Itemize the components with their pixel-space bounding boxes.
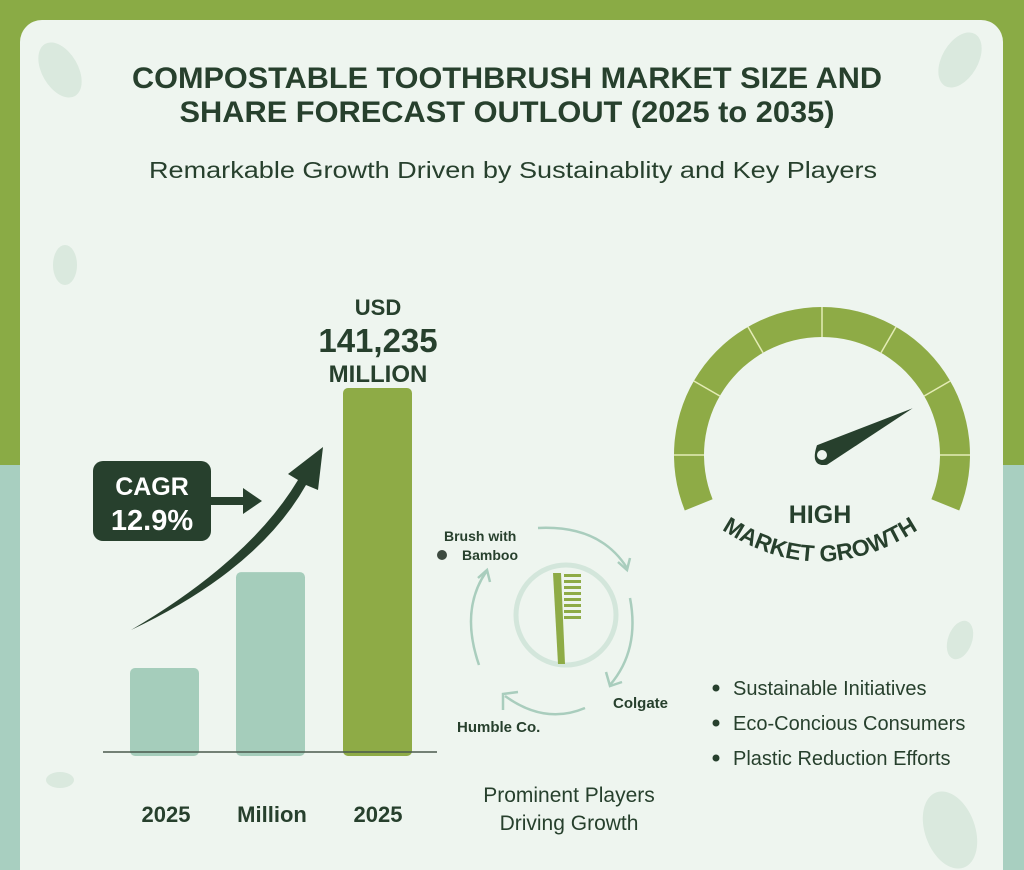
leaf-decoration-icon <box>38 32 982 869</box>
brand-logo-icon <box>437 550 447 560</box>
toothbrush-icon <box>553 573 581 664</box>
player-label: Brush with <box>444 528 516 544</box>
arrow-right-icon <box>211 488 262 514</box>
title-line-2: SHARE FORECAST OUTLOUT (2025 to 2035) <box>180 96 835 129</box>
driver-item: Eco-Concious Consumers <box>733 713 965 735</box>
cagr-box <box>93 461 211 541</box>
player-label: Humble Co. <box>457 719 540 736</box>
growth-arrow-icon <box>131 447 323 630</box>
callout-currency: USD <box>355 295 401 320</box>
drivers-list: Sustainable Initiatives Eco-Concious Con… <box>712 678 965 770</box>
gauge-arc <box>674 307 971 511</box>
cagr-value: 12.9% <box>111 505 193 537</box>
x-tick-label: 2025 <box>142 802 191 827</box>
callout-value: 141,235 <box>318 322 437 359</box>
gauge-tick <box>880 326 897 354</box>
bar <box>343 388 412 756</box>
bar <box>236 572 305 756</box>
x-tick-label: Million <box>237 802 307 827</box>
subtitle: Remarkable Growth Driven by Sustainablit… <box>149 157 877 183</box>
title-line-1: COMPOSTABLE TOOTHBRUSH MARKET SIZE AND <box>132 62 882 95</box>
driver-item: Plastic Reduction Efforts <box>733 748 951 770</box>
x-tick-label: 2025 <box>354 802 403 827</box>
bar-chart <box>130 388 412 756</box>
players-caption-2: Driving Growth <box>500 812 639 835</box>
gauge-pivot <box>817 450 827 460</box>
gauge-tick <box>923 380 951 397</box>
gauge-needle-icon <box>814 408 913 466</box>
cycle-arrows-icon <box>469 526 634 716</box>
gauge-tick <box>693 380 721 397</box>
cagr-label: CAGR <box>115 473 189 501</box>
player-circle <box>513 562 619 668</box>
player-label: Colgate <box>613 695 668 712</box>
bar <box>130 667 199 756</box>
player-label: Bamboo <box>462 547 518 563</box>
driver-item: Sustainable Initiatives <box>733 678 926 700</box>
callout-unit: MILLION <box>329 361 428 388</box>
growth-gauge <box>674 307 971 511</box>
gauge-label: HIGH <box>789 501 852 529</box>
gauge-tick <box>747 326 764 354</box>
players-caption-1: Prominent Players <box>483 784 655 807</box>
